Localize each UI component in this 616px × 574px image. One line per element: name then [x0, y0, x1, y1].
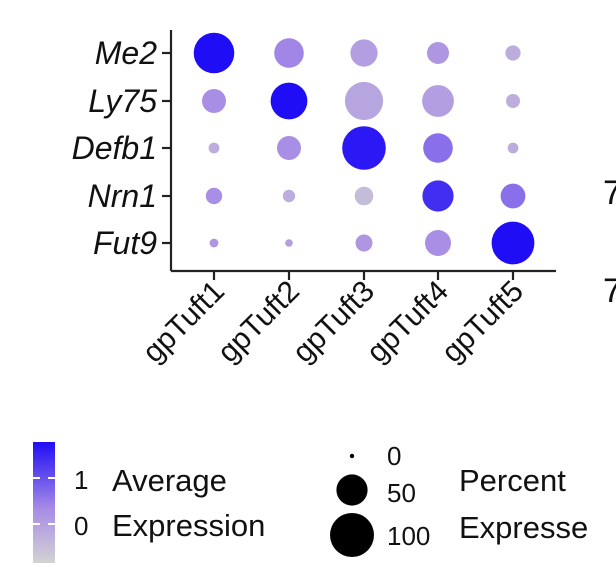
dot — [491, 221, 535, 265]
dot — [427, 42, 449, 64]
color-tick-label-0: 0 — [74, 511, 88, 541]
dot — [422, 85, 454, 117]
color-legend-title: Expression — [112, 508, 265, 543]
gene-label: Defb1 — [72, 130, 157, 166]
average-expression-legend: 1 0 Average Expression — [33, 442, 265, 563]
dot — [209, 238, 219, 248]
dot — [193, 32, 235, 74]
cluster-label: gpTuft5 — [435, 275, 529, 369]
cluster-label: gpTuft1 — [136, 275, 230, 369]
dot — [342, 126, 386, 170]
percent-expressed-legend: Percent Expresse 0 50 100 — [330, 441, 588, 557]
dot — [500, 183, 526, 209]
gene-label: Me2 — [95, 35, 157, 71]
color-tick-label-1: 1 — [74, 465, 88, 495]
dot — [505, 45, 521, 61]
dot — [354, 186, 374, 206]
dot-grid — [193, 32, 535, 265]
cluster-label: gpTuft4 — [360, 275, 454, 369]
dot — [350, 39, 378, 67]
dot — [355, 234, 373, 252]
dot — [506, 94, 520, 108]
dot — [507, 142, 519, 154]
gene-label: Nrn1 — [88, 178, 157, 214]
size-legend-dot — [336, 474, 368, 506]
size-legend-label: 50 — [387, 478, 416, 508]
dot — [285, 239, 293, 247]
cluster-label: gpTuft2 — [211, 275, 305, 369]
dot — [274, 38, 304, 68]
dot — [208, 142, 220, 154]
cluster-label: gpTuft3 — [286, 275, 380, 369]
size-legend-dot — [330, 513, 374, 557]
dot — [277, 136, 301, 160]
dot — [425, 230, 451, 256]
size-legend-title: Percent — [459, 463, 566, 498]
dot — [282, 189, 296, 203]
dot — [270, 82, 308, 120]
color-legend-title: Average — [112, 463, 227, 498]
size-legend-dot — [349, 453, 355, 459]
plot-axes — [162, 30, 556, 280]
cropped-text: 7 — [603, 174, 616, 212]
size-legend-title: Expresse — [459, 510, 588, 545]
color-scale-bar — [33, 442, 55, 563]
size-legend-label: 0 — [387, 441, 401, 471]
dot — [423, 133, 453, 163]
cropped-text: 7 — [603, 272, 616, 310]
dot — [205, 187, 223, 205]
gene-labels: Me2 Ly75 Defb1 Nrn1 Fut9 — [72, 35, 158, 261]
gene-label: Fut9 — [93, 225, 157, 261]
dot — [202, 89, 226, 113]
dot — [344, 81, 384, 121]
dot — [422, 180, 454, 212]
size-legend-label: 100 — [387, 521, 430, 551]
gene-label: Ly75 — [88, 83, 157, 119]
